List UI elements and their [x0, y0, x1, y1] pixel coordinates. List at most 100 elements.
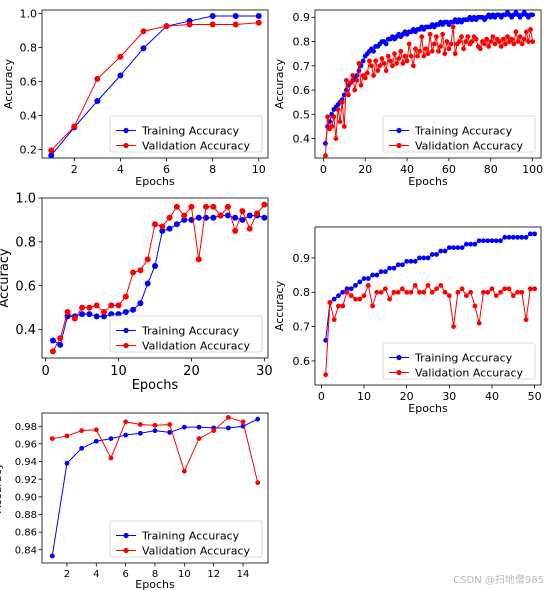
data-point [429, 289, 435, 295]
y-tick-label: 0.96 [15, 439, 37, 450]
data-point [255, 12, 262, 19]
legend-marker [123, 532, 129, 539]
data-point [210, 214, 217, 221]
data-point [337, 119, 343, 125]
data-point [137, 267, 144, 274]
data-point [331, 296, 337, 302]
data-point [485, 238, 491, 244]
data-point [442, 289, 448, 295]
chart-1: 2 4 6 8 10 0.2 0.4 0.6 0.8 1.0 Epochs Accuracy Train… [2, 7, 269, 188]
x-axis-label: Epochs [132, 378, 179, 393]
data-point [456, 39, 462, 44]
y-tick-label: 0.86 [15, 528, 37, 539]
data-point [152, 262, 158, 269]
data-point [434, 286, 439, 292]
y-tick-label: 0.9 [293, 11, 311, 24]
y-tick-label: 0.2 [20, 143, 38, 156]
data-point [463, 293, 469, 299]
data-point [49, 337, 56, 344]
data-point [86, 304, 93, 311]
data-point [400, 286, 405, 292]
x-tick-label: 4 [117, 163, 124, 176]
x-tick-label: 20 [358, 163, 372, 176]
data-point [476, 238, 482, 244]
data-point [348, 80, 353, 86]
data-point [173, 203, 180, 210]
data-point [195, 214, 202, 221]
data-point [353, 296, 358, 302]
data-point [433, 34, 439, 40]
legend-label: Validation Accuracy [142, 544, 251, 557]
x-tick-label: 8 [209, 163, 216, 176]
x-tick-label: 10 [252, 163, 266, 176]
data-point [144, 256, 151, 263]
data-point [211, 428, 217, 434]
y-tick-label: 0.92 [15, 475, 37, 486]
x-tick-label: 80 [484, 163, 498, 176]
data-point [108, 436, 114, 441]
data-point [419, 34, 425, 40]
x-tick-label: 0 [42, 364, 50, 379]
data-point [361, 293, 367, 299]
data-point [485, 289, 491, 295]
data-point [186, 21, 193, 28]
data-point [224, 212, 231, 219]
data-point [79, 304, 86, 311]
y-axis-label: Accuracy [0, 462, 4, 513]
data-point [255, 416, 261, 422]
x-tick-label: 10 [178, 569, 191, 580]
data-point [137, 430, 143, 436]
y-tick-label: 0.5 [293, 108, 311, 121]
legend-marker [123, 142, 129, 149]
data-point [340, 289, 346, 295]
data-point [71, 123, 78, 130]
plot-frame [314, 226, 542, 386]
x-tick-label: 8 [152, 569, 158, 580]
legend-marker [123, 547, 129, 554]
data-point [365, 276, 371, 281]
data-point [122, 293, 129, 300]
data-point [425, 255, 431, 261]
y-tick-label: 1.0 [20, 7, 38, 20]
data-point [323, 372, 329, 378]
data-point [79, 428, 85, 434]
data-point [246, 225, 253, 232]
legend-marker [396, 354, 402, 361]
data-point [402, 53, 408, 59]
data-point [391, 265, 397, 271]
data-point [375, 68, 381, 74]
data-point [486, 43, 492, 49]
data-point [94, 75, 101, 82]
data-point [123, 432, 129, 438]
data-point [528, 27, 533, 32]
legend-box [382, 115, 536, 153]
data-point [489, 238, 495, 244]
x-tick-label: 6 [122, 569, 128, 580]
data-point [378, 269, 384, 275]
data-point [446, 293, 452, 299]
x-tick-label: 10 [357, 390, 371, 403]
data-point [421, 53, 427, 59]
data-point [413, 46, 418, 52]
data-point [396, 56, 402, 61]
y-tick-label: 0.6 [293, 84, 311, 97]
data-point [448, 41, 454, 47]
data-point [412, 258, 418, 264]
legend-marker [396, 142, 402, 149]
data-point [108, 302, 115, 309]
data-point [115, 302, 122, 309]
data-point [452, 51, 458, 57]
data-point [509, 36, 515, 42]
data-point [369, 63, 374, 69]
legend-box [109, 520, 263, 558]
data-point [137, 422, 143, 427]
data-point [79, 445, 85, 451]
data-point [385, 53, 391, 59]
plot-frame [41, 9, 269, 159]
data-point [417, 289, 422, 295]
data-point [122, 308, 129, 315]
data-point [323, 141, 328, 146]
data-point [451, 245, 456, 251]
x-tick-label: 14 [237, 569, 250, 580]
data-point [442, 51, 448, 57]
